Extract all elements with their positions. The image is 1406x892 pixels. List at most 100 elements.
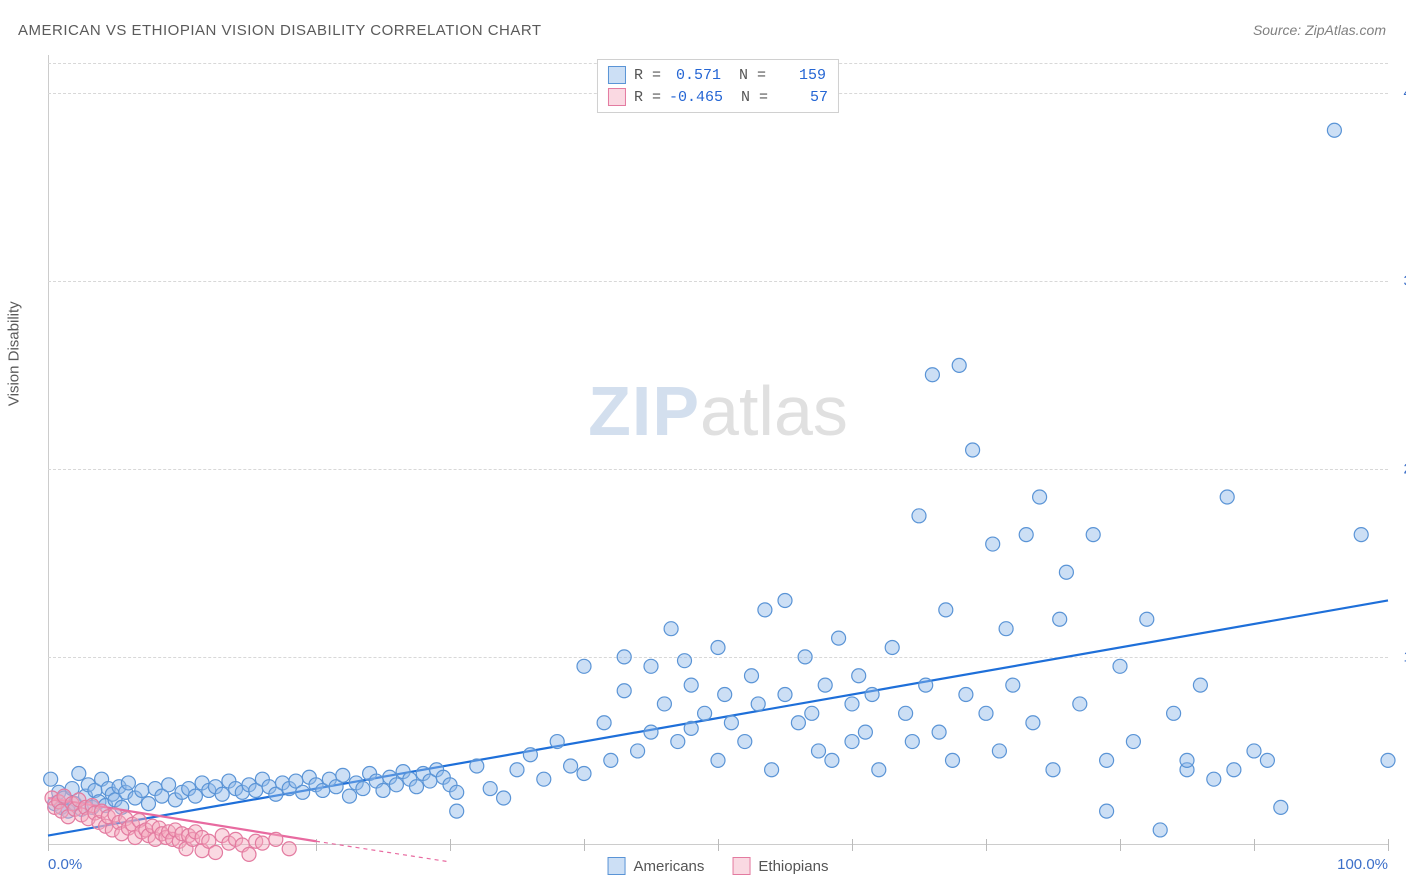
scatter-point (410, 780, 424, 794)
x-min-label: 0.0% (48, 856, 82, 873)
scatter-point (242, 847, 256, 861)
scatter-point (483, 782, 497, 796)
trend-line-americans (48, 600, 1388, 835)
scatter-point (657, 697, 671, 711)
scatter-point (497, 791, 511, 805)
scatter-point (1100, 753, 1114, 767)
scatter-point (925, 368, 939, 382)
legend-r-value: -0.465 (669, 89, 723, 106)
scatter-point (832, 631, 846, 645)
scatter-point (751, 697, 765, 711)
scatter-point (912, 509, 926, 523)
legend-r-label: R = (634, 89, 661, 106)
scatter-point (1167, 706, 1181, 720)
scatter-point (1033, 490, 1047, 504)
x-max-label: 100.0% (1337, 856, 1388, 873)
scatter-point (758, 603, 772, 617)
legend-swatch (608, 88, 626, 106)
scatter-point (631, 744, 645, 758)
scatter-point (684, 678, 698, 692)
scatter-point (537, 772, 551, 786)
scatter-point (1140, 612, 1154, 626)
source-attribution: Source: ZipAtlas.com (1253, 22, 1386, 38)
scatter-point (1073, 697, 1087, 711)
scatter-point (845, 697, 859, 711)
scatter-point (765, 763, 779, 777)
scatter-point (1220, 490, 1234, 504)
scatter-point (939, 603, 953, 617)
scatter-point (905, 735, 919, 749)
chart-container: Vision Disability 10.0%20.0%30.0%40.0% Z… (48, 55, 1388, 845)
scatter-point (282, 842, 296, 856)
scatter-point (664, 622, 678, 636)
scatter-point (698, 706, 712, 720)
scatter-point (1100, 804, 1114, 818)
legend-n-label: N = (741, 89, 768, 106)
scatter-point (865, 688, 879, 702)
scatter-point (121, 776, 135, 790)
scatter-point (269, 832, 283, 846)
legend-swatch (608, 857, 626, 875)
scatter-point (1381, 753, 1395, 767)
scatter-point (979, 706, 993, 720)
scatter-point (966, 443, 980, 457)
scatter-point (1327, 123, 1341, 137)
scatter-point (999, 622, 1013, 636)
scatter-point (72, 767, 86, 781)
scatter-point (1086, 528, 1100, 542)
scatter-point (899, 706, 913, 720)
scatter-point (644, 725, 658, 739)
scatter-point (1193, 678, 1207, 692)
scatter-point (745, 669, 759, 683)
scatter-point (450, 804, 464, 818)
source-prefix: Source: (1253, 22, 1305, 38)
scatter-point (564, 759, 578, 773)
scatter-point (986, 537, 1000, 551)
legend-r-label: R = (634, 67, 661, 84)
scatter-point (778, 688, 792, 702)
scatter-point (1207, 772, 1221, 786)
scatter-point (215, 787, 229, 801)
scatter-point (617, 684, 631, 698)
scatter-point (135, 783, 149, 797)
scatter-point (791, 716, 805, 730)
scatter-point (597, 716, 611, 730)
scatter-point (738, 735, 752, 749)
scatter-point (470, 759, 484, 773)
scatter-point (858, 725, 872, 739)
scatter-point (1019, 528, 1033, 542)
scatter-point (852, 669, 866, 683)
scatter-point (718, 688, 732, 702)
scatter-point (188, 789, 202, 803)
scatter-point (617, 650, 631, 664)
scatter-point (1046, 763, 1060, 777)
scatter-point (724, 716, 738, 730)
scatter-point (1153, 823, 1167, 837)
scatter-point (523, 748, 537, 762)
legend-correlation-row: R =-0.465N =57 (608, 86, 828, 108)
legend-series: AmericansEthiopians (608, 857, 829, 875)
scatter-point (1006, 678, 1020, 692)
scatter-point (671, 735, 685, 749)
source-name: ZipAtlas.com (1305, 22, 1386, 38)
scatter-point (296, 785, 310, 799)
scatter-point (255, 836, 269, 850)
scatter-point (959, 688, 973, 702)
scatter-point (376, 783, 390, 797)
scatter-point (711, 641, 725, 655)
scatter-point (885, 641, 899, 655)
scatter-point (872, 763, 886, 777)
scatter-point (577, 659, 591, 673)
scatter-point (510, 763, 524, 777)
scatter-point (142, 797, 156, 811)
scatter-point (1227, 763, 1241, 777)
y-axis-label: Vision Disability (6, 301, 23, 406)
scatter-point (992, 744, 1006, 758)
scatter-point (356, 782, 370, 796)
scatter-point (1059, 565, 1073, 579)
scatter-point (1053, 612, 1067, 626)
legend-series-item: Americans (608, 857, 705, 875)
scatter-point (952, 358, 966, 372)
scatter-point (778, 593, 792, 607)
legend-n-value: 159 (774, 67, 826, 84)
